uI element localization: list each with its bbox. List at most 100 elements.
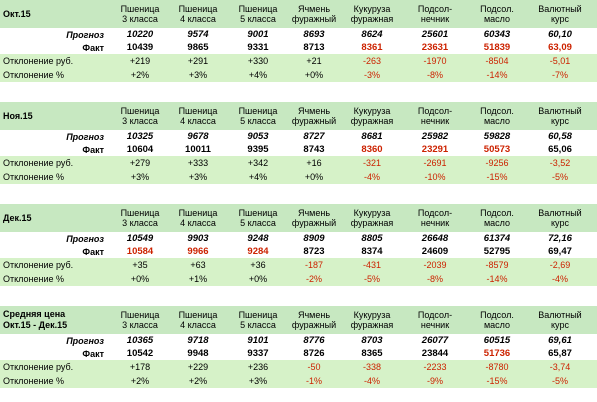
column-header-line2: 4 класса bbox=[180, 116, 216, 126]
column-header-line2: курс bbox=[551, 14, 569, 24]
deviation-rub-value: -338 bbox=[362, 362, 381, 372]
deviation-rub-value: -187 bbox=[304, 260, 323, 270]
fact-value: 10439 bbox=[126, 42, 154, 53]
period-label: Окт.15 bbox=[0, 0, 107, 28]
column-header-line2: 3 класса bbox=[122, 218, 158, 228]
deviation-pct-value: -4% bbox=[551, 274, 568, 284]
forecast-value: 60515 bbox=[483, 335, 511, 346]
forecast-value: 25601 bbox=[421, 29, 449, 40]
deviation-rub-value: -3,52 bbox=[549, 158, 571, 168]
deviation-pct-value: -5% bbox=[363, 274, 380, 284]
period-label: Ноя.15 bbox=[0, 102, 107, 130]
forecast-value: 9574 bbox=[187, 29, 209, 40]
fact-value: 23291 bbox=[421, 144, 449, 155]
fact-value: 10584 bbox=[126, 246, 154, 257]
column-header-line2: 4 класса bbox=[180, 320, 216, 330]
deviation-pct-value: +2% bbox=[130, 376, 150, 386]
deviation-pct-value: -5% bbox=[551, 172, 568, 182]
deviation-pct-value: +3% bbox=[188, 70, 208, 80]
deviation-rub-value: +178 bbox=[129, 362, 151, 372]
column-header-line2: 5 класса bbox=[240, 14, 276, 24]
column-header-line1: Пшеница bbox=[238, 310, 278, 320]
fact-value: 23631 bbox=[421, 42, 449, 53]
column-header-line1: Подсол- bbox=[417, 310, 453, 320]
column-header-line1: Пшеница bbox=[120, 310, 160, 320]
deviation-pct-value: +3% bbox=[248, 376, 268, 386]
deviation-pct-value: -2% bbox=[305, 274, 322, 284]
column-header-line2: 5 класса bbox=[240, 320, 276, 330]
forecast-value: 8776 bbox=[303, 335, 325, 346]
column-header: Пшеница 5 класса bbox=[228, 204, 288, 232]
period-block: Средняя цена Окт.15 - Дек.15 Пшеница 3 клас… bbox=[0, 306, 597, 402]
forecast-row: Прогноз 10220 9574 9001 8693 8624 25601 60343 60… bbox=[0, 28, 597, 41]
deviation-rub-row: Отклонение руб. +279 +333 +342 +16 -321 -2691 -… bbox=[0, 156, 597, 170]
column-header: Пшеница 3 класса bbox=[110, 102, 170, 130]
deviation-pct-label: Отклонение % bbox=[3, 70, 65, 80]
forecast-value: 9718 bbox=[187, 335, 209, 346]
fact-value: 8361 bbox=[361, 42, 383, 53]
deviation-pct-value: -15% bbox=[486, 376, 508, 386]
period-label-line1: Средняя цена bbox=[3, 309, 66, 319]
deviation-rub-value: +63 bbox=[190, 260, 206, 270]
deviation-pct-value: +0% bbox=[304, 70, 324, 80]
column-header-line1: Валютный bbox=[538, 208, 582, 218]
column-header: Подсол-нечник bbox=[405, 306, 465, 334]
fact-value: 9284 bbox=[247, 246, 269, 257]
deviation-rub-value: -50 bbox=[307, 362, 321, 372]
column-header-line1: Пшеница bbox=[178, 4, 218, 14]
column-header-line1: Валютный bbox=[538, 4, 582, 14]
column-header-line2: фуражная bbox=[350, 218, 394, 228]
column-header: Пшеница 4 класса bbox=[168, 204, 228, 232]
period-block: Окт.15 Пшеница 3 класса Пшеница 4 класса Пшен… bbox=[0, 0, 597, 96]
fact-value: 8365 bbox=[361, 348, 383, 359]
column-header-line2: нечник bbox=[420, 14, 450, 24]
forecast-row: Прогноз 10365 9718 9101 8776 8703 26077 60515 69… bbox=[0, 334, 597, 347]
forecast-value: 10325 bbox=[126, 131, 154, 142]
deviation-rub-value: -263 bbox=[362, 56, 381, 66]
column-header-line1: Ячмень bbox=[297, 106, 331, 116]
fact-value: 8726 bbox=[303, 348, 325, 359]
deviation-pct-value: -3% bbox=[363, 70, 380, 80]
fact-value: 52795 bbox=[483, 246, 511, 257]
forecast-row: Прогноз 10325 9678 9053 8727 8681 25982 59828 60… bbox=[0, 130, 597, 143]
block-header-row: Окт.15 Пшеница 3 класса Пшеница 4 класса Пшен… bbox=[0, 0, 597, 28]
deviation-rub-label: Отклонение руб. bbox=[3, 362, 74, 372]
deviation-pct-value: -14% bbox=[486, 274, 508, 284]
column-header-line2: 3 класса bbox=[122, 116, 158, 126]
column-header: Кукуруза фуражная bbox=[342, 0, 402, 28]
fact-label: Факт bbox=[82, 42, 104, 53]
deviation-pct-value: +2% bbox=[130, 70, 150, 80]
column-header: Кукуруза фуражная bbox=[342, 306, 402, 334]
fact-value: 10011 bbox=[185, 144, 211, 155]
deviation-rub-value: +21 bbox=[306, 56, 322, 66]
column-header-line2: нечник bbox=[420, 320, 450, 330]
column-header: Подсол. масло bbox=[467, 306, 527, 334]
column-header: Подсол. масло bbox=[467, 102, 527, 130]
column-header-line2: 4 класса bbox=[180, 14, 216, 24]
column-header-line2: фуражная bbox=[350, 116, 394, 126]
deviation-rub-value: -2,69 bbox=[549, 260, 571, 270]
column-header: Пшеница 5 класса bbox=[228, 0, 288, 28]
column-header-line2: фуражный bbox=[291, 218, 337, 228]
deviation-rub-value: -2691 bbox=[423, 158, 447, 168]
deviation-pct-value: +4% bbox=[248, 172, 268, 182]
fact-row: Факт 10439 9865 9331 8713 8361 23631 51839 63,09 bbox=[0, 41, 597, 54]
column-header-line1: Пшеница bbox=[238, 208, 278, 218]
column-header: Подсол-нечник bbox=[405, 102, 465, 130]
fact-row: Факт 10584 9966 9284 8723 8374 24609 52795 69,47 bbox=[0, 245, 597, 258]
fact-value: 51736 bbox=[483, 348, 511, 359]
fact-label: Факт bbox=[82, 144, 104, 155]
forecast-row: Прогноз 10549 9903 9248 8909 8805 26648 61374 72… bbox=[0, 232, 597, 245]
column-header-line1: Подсол- bbox=[417, 208, 453, 218]
deviation-rub-value: +16 bbox=[306, 158, 322, 168]
column-header-line1: Кукуруза bbox=[353, 106, 391, 116]
column-header-line1: Подсол. bbox=[480, 4, 514, 14]
column-header: Ячмень фуражный bbox=[284, 102, 344, 130]
deviation-pct-value: +1% bbox=[188, 274, 208, 284]
deviation-pct-row: Отклонение % +2% +2% +3% -1% -4% -9% -15% -5% bbox=[0, 374, 597, 388]
column-header-line1: Подсол- bbox=[417, 106, 453, 116]
column-header-line1: Пшеница bbox=[178, 208, 218, 218]
column-header: Пшеница 5 класса bbox=[228, 102, 288, 130]
deviation-pct-row: Отклонение % +0% +1% +0% -2% -5% -8% -14% -4% bbox=[0, 272, 597, 286]
